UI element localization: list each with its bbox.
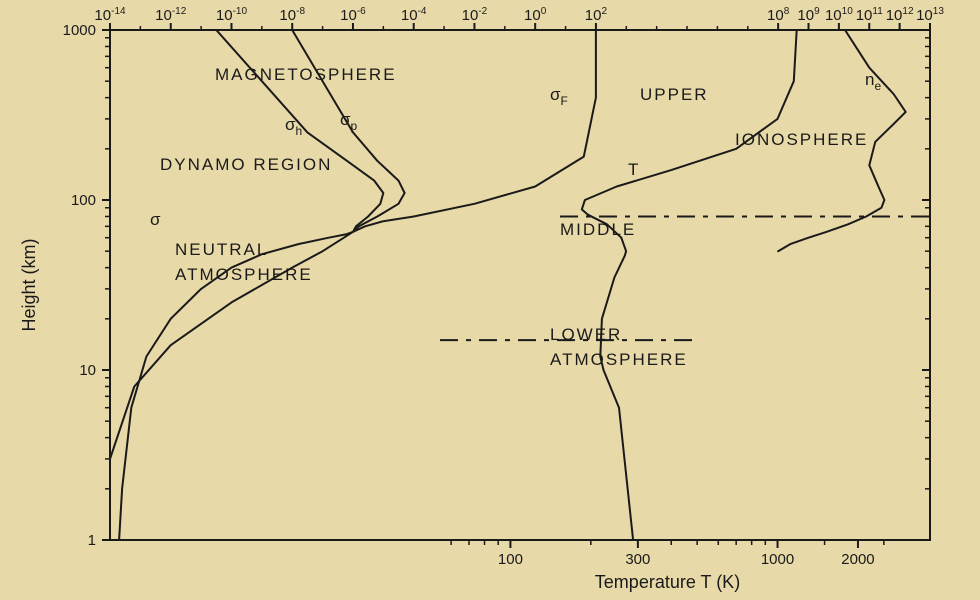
svg-text:300: 300 (625, 551, 650, 568)
svg-text:1: 1 (88, 532, 96, 549)
svg-text:T: T (628, 160, 638, 179)
svg-text:2000: 2000 (841, 551, 874, 568)
svg-text:Temperature T (K): Temperature T (K) (595, 572, 740, 592)
svg-text:Height (km): Height (km) (19, 238, 39, 331)
svg-text:1000: 1000 (63, 22, 96, 39)
svg-text:UPPER: UPPER (640, 85, 709, 104)
chart-root: 1 10 100 1000 Height (km) 100 300 1000 2000 Tempe… (0, 0, 980, 600)
svg-text:1000: 1000 (761, 551, 794, 568)
svg-text:100: 100 (71, 192, 96, 209)
svg-text:σ: σ (150, 210, 161, 229)
svg-text:LOWER: LOWER (550, 325, 622, 344)
svg-text:100: 100 (498, 551, 523, 568)
svg-text:10: 10 (79, 362, 96, 379)
svg-text:MIDDLE: MIDDLE (560, 220, 636, 239)
svg-text:DYNAMO REGION: DYNAMO REGION (160, 155, 332, 174)
svg-text:ATMOSPHERE: ATMOSPHERE (550, 350, 688, 369)
svg-text:NEUTRAL: NEUTRAL (175, 240, 268, 259)
svg-text:ATMOSPHERE: ATMOSPHERE (175, 265, 313, 284)
svg-text:MAGNETOSPHERE: MAGNETOSPHERE (215, 65, 397, 84)
svg-text:IONOSPHERE: IONOSPHERE (735, 130, 868, 149)
